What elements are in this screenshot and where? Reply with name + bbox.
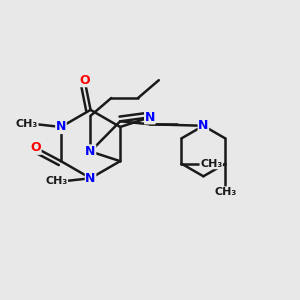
Text: O: O bbox=[79, 74, 90, 87]
Text: N: N bbox=[56, 121, 66, 134]
Text: N: N bbox=[198, 119, 208, 132]
Text: CH₃: CH₃ bbox=[200, 159, 222, 169]
Text: CH₃: CH₃ bbox=[214, 187, 236, 197]
Text: CH₃: CH₃ bbox=[45, 176, 68, 186]
Text: O: O bbox=[30, 141, 41, 154]
Text: N: N bbox=[85, 145, 96, 158]
Text: CH₃: CH₃ bbox=[16, 119, 38, 129]
Text: N: N bbox=[145, 111, 155, 124]
Text: N: N bbox=[85, 172, 96, 185]
